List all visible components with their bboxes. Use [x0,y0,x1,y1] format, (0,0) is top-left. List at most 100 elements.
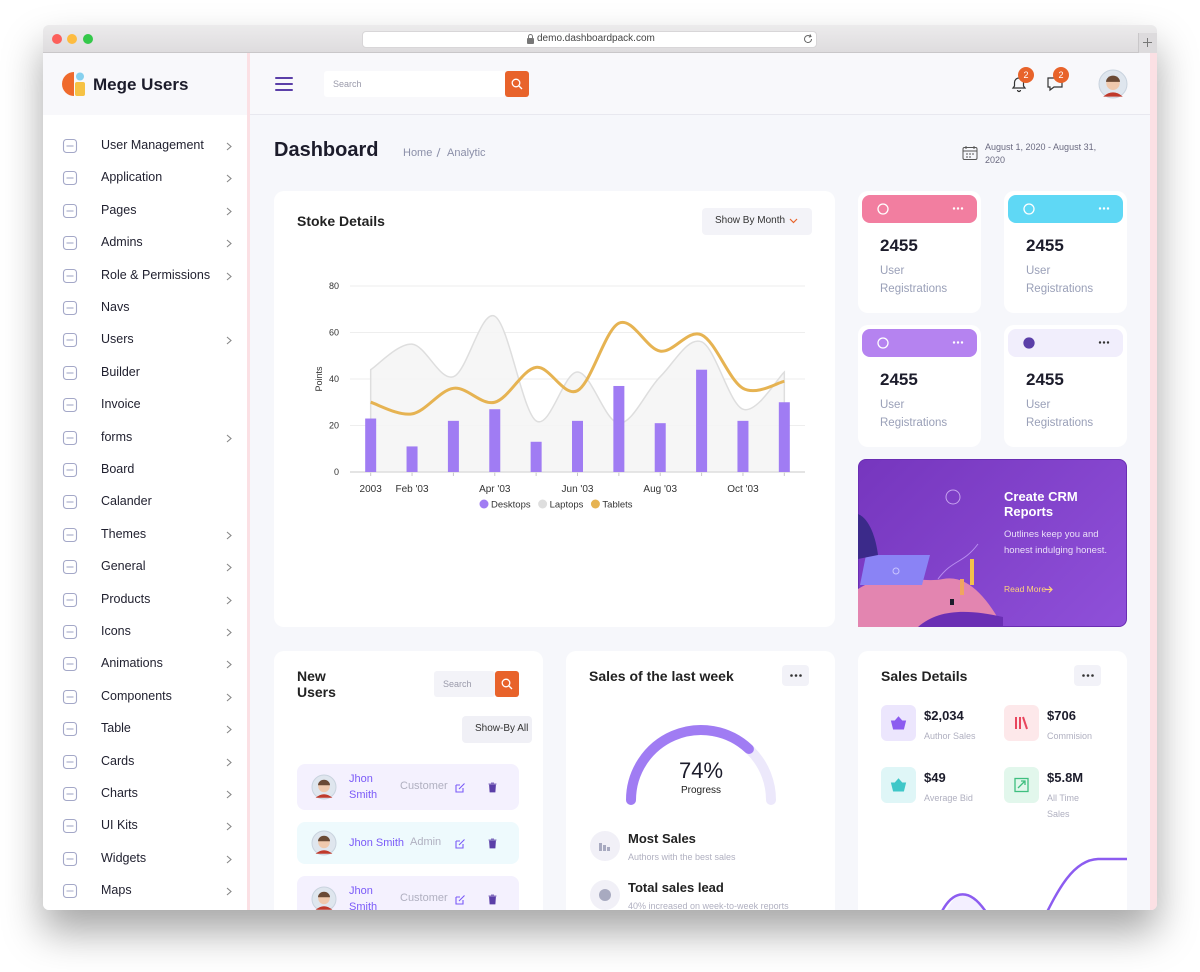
nav-icon [62,527,78,542]
item-icon [590,880,620,910]
delete-icon[interactable] [488,782,497,793]
submenu-arrow [226,790,232,799]
area [369,315,786,473]
chevron [226,531,232,540]
search-icon [511,78,523,90]
search-box[interactable] [324,71,505,97]
breadcrumb-item[interactable]: Home [403,147,433,159]
icon-shape [890,716,907,730]
icon-shape [62,203,78,218]
nav-icon [62,430,78,445]
stat-value: 2455 [880,236,918,255]
scrollbar[interactable] [1150,53,1157,910]
dot [1102,207,1106,210]
date-range[interactable]: August 1, 2020 - August 31, 2020 [985,142,1097,165]
chevron [789,218,798,224]
nav-label: Navs [101,300,130,314]
stat-label: User Registrations [880,399,948,429]
person [858,514,878,559]
submenu-arrow [226,239,232,248]
hair [318,779,330,786]
window-controls [52,34,93,44]
address-bar[interactable] [362,31,817,48]
icon-shape [877,337,889,349]
nav-label: Table [101,721,131,736]
stat-menu[interactable] [1098,207,1110,210]
message-badge: 2 [1053,67,1069,83]
edit-icon[interactable] [455,838,466,849]
card-title: Sales Details [881,668,968,684]
stat-icon [1023,203,1035,215]
legend-marker [538,499,548,509]
chevron [226,207,232,216]
y-tick-label: 20 [329,421,339,431]
detail-value: $49 [924,770,946,785]
delete-icon[interactable] [488,838,497,849]
nav-icon [62,495,78,510]
crm-link[interactable]: Read More [1004,584,1047,594]
gauge-label: Progress [680,785,721,796]
dot [1091,674,1094,677]
submenu-arrow [226,887,232,896]
close[interactable] [52,34,62,44]
filter-dropdown[interactable] [462,716,532,743]
submenu-arrow [226,434,232,443]
chevron [226,239,232,248]
delete-icon[interactable] [488,894,497,905]
search-button[interactable] [505,71,529,97]
legend-marker [590,499,600,509]
icon-shape [62,171,78,186]
dot [794,674,798,677]
x-tick-label: 2003 [360,484,383,495]
chevron [226,693,232,702]
nav-icon [62,786,78,802]
bar [737,420,749,472]
stat-menu[interactable] [952,207,964,210]
search-button[interactable] [495,671,519,697]
chevron [226,822,232,831]
chevron [226,336,232,345]
nav-label: Products [101,591,151,606]
nav-label: Cards [101,753,135,768]
arrow [1045,586,1053,593]
edit-icon[interactable] [455,894,466,905]
submenu-arrow [226,758,232,767]
stat-menu[interactable] [952,341,964,344]
nav-label: Charts [101,786,138,800]
chevron [226,142,232,151]
nav-icon [62,203,78,218]
detail-label: Author Sales [924,731,976,741]
submenu-arrow [226,336,232,345]
search-box[interactable] [434,671,495,697]
maximize[interactable] [83,34,93,44]
calendar [963,146,977,158]
nav-icon [62,754,78,769]
edit-icon[interactable] [455,782,466,793]
icon-shape [62,236,78,251]
dropdown-arrow [789,218,798,224]
chevron [226,563,232,572]
nav-icon [62,236,78,251]
edit [455,839,465,849]
menu-toggle[interactable] [275,76,293,92]
nav-icon [62,171,78,186]
sidebar-border [247,53,250,910]
icon-shape [607,847,610,851]
chevron [226,758,232,767]
submenu-arrow [226,174,232,183]
nav-icon [62,138,78,154]
legend-label: Tablets [602,500,632,511]
reload-icon[interactable] [802,33,814,45]
icon-shape [1023,203,1035,215]
stat-value: 2455 [880,370,918,389]
icon-shape [62,268,78,283]
nav-label: General [101,559,146,574]
minimize[interactable] [67,34,77,44]
brand-name: Mege Users [93,75,189,94]
submenu-arrow [226,855,232,864]
user-role: Admin [410,836,442,848]
nav-label: Components [101,688,172,703]
stat-menu[interactable] [1098,341,1110,344]
stat-label: User Registrations [1026,265,1094,295]
